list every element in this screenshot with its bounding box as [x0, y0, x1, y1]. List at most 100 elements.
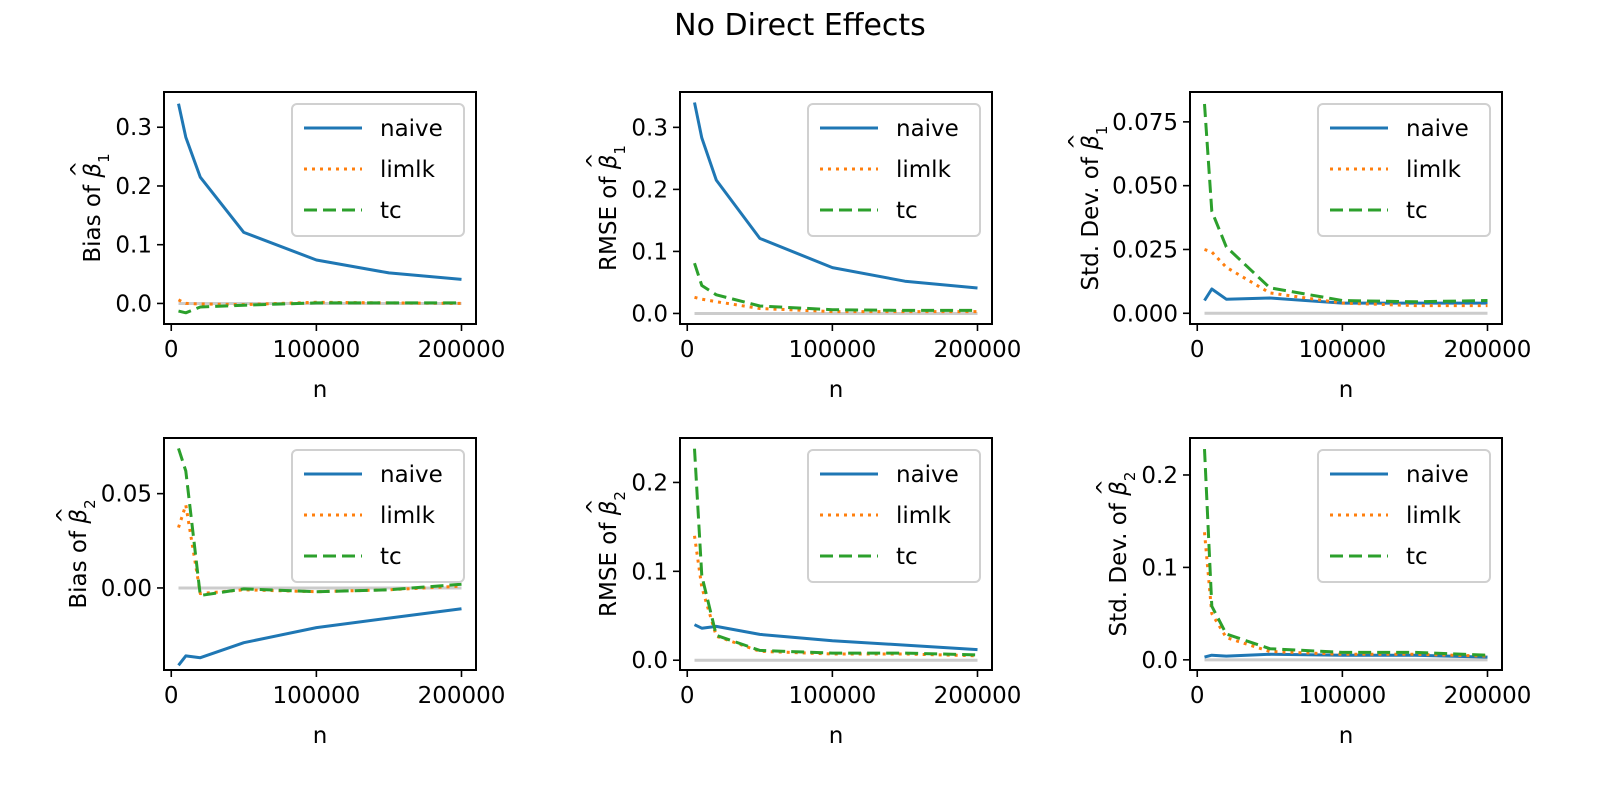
y-tick-label: 0.2 — [631, 177, 668, 203]
legend-box — [807, 449, 981, 583]
legend: naive limlk tc — [291, 103, 465, 237]
series-line-naive — [693, 102, 978, 290]
legend: naive limlk tc — [1317, 103, 1491, 237]
y-tick-label: 0.075 — [1112, 110, 1178, 136]
y-axis-label: Std. Dev. of β2 — [1106, 472, 1139, 637]
x-tick-label: 100000 — [1298, 683, 1386, 709]
y-tick-label: 0.1 — [1141, 555, 1178, 581]
legend-label-limlk: limlk — [896, 503, 952, 529]
y-tick-label: 0.1 — [631, 559, 668, 585]
subplot-4: 0 100000 200000 0.00 0.05 n Bias of β2 naive lim… — [52, 437, 506, 749]
legend-box — [1317, 449, 1491, 583]
series-line-naive — [693, 623, 978, 652]
subplot-3: 0 100000 200000 0.000 0.025 0.050 0.075 n Std. D… — [1064, 91, 1532, 403]
x-axis-label: n — [829, 723, 844, 749]
y-tick-label: 0.00 — [101, 576, 152, 602]
y-label-hat: ^ — [66, 161, 90, 178]
legend-box — [807, 103, 981, 237]
legend-label-tc: tc — [1406, 198, 1428, 224]
series-line-limlk — [1203, 532, 1488, 658]
y-tick-label: 0.050 — [1112, 174, 1178, 200]
y-axis-label: Std. Dev. of β1 — [1078, 126, 1111, 291]
y-tick-label: 0.3 — [631, 115, 668, 141]
y-axis-label: Bias of β1 — [80, 153, 113, 262]
legend-box — [291, 103, 465, 237]
legend-label-naive: naive — [896, 116, 959, 142]
legend-label-naive: naive — [1406, 462, 1469, 488]
legend-label-tc: tc — [380, 544, 402, 570]
legend-label-limlk: limlk — [380, 503, 436, 529]
y-tick-label: 0.025 — [1112, 237, 1178, 263]
y-tick-label: 0.2 — [631, 470, 668, 496]
y-label-hat: ^ — [52, 507, 76, 524]
x-tick-label: 100000 — [1298, 337, 1386, 363]
x-tick-label: 0 — [164, 337, 179, 363]
legend: naive limlk tc — [807, 103, 981, 237]
x-axis-label: n — [1339, 377, 1354, 403]
x-tick-label: 100000 — [272, 683, 360, 709]
legend-label-tc: tc — [1406, 544, 1428, 570]
y-tick-label: 0.05 — [101, 482, 152, 508]
y-tick-label: 0.2 — [115, 174, 152, 200]
y-axis-label: RMSE of β1 — [596, 145, 629, 271]
x-tick-label: 0 — [164, 683, 179, 709]
series-line-limlk — [694, 295, 978, 314]
y-label-hat: ^ — [1064, 133, 1088, 150]
axes-frame — [1189, 437, 1503, 671]
series-line-limlk — [1204, 248, 1488, 308]
series-line-tc — [1203, 103, 1488, 304]
series-line-tc — [178, 301, 462, 315]
subplot-1: 0 100000 200000 0.0 0.1 0.2 0.3 n Bias of β1 naiv… — [66, 91, 506, 403]
legend-label-naive: naive — [1406, 116, 1469, 142]
legend: naive limlk tc — [1317, 449, 1491, 583]
x-tick-label: 200000 — [934, 337, 1022, 363]
series-line-naive — [1204, 652, 1488, 659]
y-tick-label: 0.2 — [1141, 463, 1178, 489]
subplot-6: 0 100000 200000 0.0 0.1 0.2 n Std. Dev. of β2 na… — [1092, 437, 1532, 749]
y-tick-label: 0.1 — [631, 239, 668, 265]
legend: naive limlk tc — [291, 449, 465, 583]
x-tick-label: 200000 — [934, 683, 1022, 709]
series-line-naive — [177, 103, 462, 281]
legend-label-limlk: limlk — [1406, 157, 1462, 183]
y-tick-label: 0.0 — [1141, 648, 1178, 674]
x-tick-label: 200000 — [1444, 683, 1532, 709]
y-label-hat: ^ — [1092, 479, 1116, 496]
series-line-tc — [693, 448, 978, 657]
legend-label-limlk: limlk — [380, 157, 436, 183]
x-axis-label: n — [1339, 723, 1354, 749]
legend-box — [1317, 103, 1491, 237]
x-tick-label: 200000 — [418, 683, 506, 709]
legend-label-tc: tc — [896, 544, 918, 570]
x-tick-label: 0 — [680, 337, 695, 363]
x-tick-label: 100000 — [788, 337, 876, 363]
axes-frame — [1189, 91, 1503, 325]
legend-label-tc: tc — [380, 198, 402, 224]
x-tick-label: 200000 — [418, 337, 506, 363]
figure-title: No Direct Effects — [674, 8, 926, 43]
subplot-5: 0 100000 200000 0.0 0.1 0.2 n RMSE of β2 naive li… — [582, 437, 1022, 749]
legend-label-limlk: limlk — [896, 157, 952, 183]
x-axis-label: n — [313, 377, 328, 403]
y-axis-label: RMSE of β2 — [596, 491, 629, 617]
y-tick-label: 0.3 — [115, 115, 152, 141]
y-tick-label: 0.0 — [115, 291, 152, 317]
y-label-hat: ^ — [582, 499, 606, 516]
legend-box — [291, 449, 465, 583]
series-line-tc — [1203, 449, 1488, 657]
y-label-hat: ^ — [582, 153, 606, 170]
x-tick-label: 0 — [1190, 337, 1205, 363]
series-line-naive — [177, 607, 462, 667]
legend-label-naive: naive — [380, 116, 443, 142]
axes-frame — [679, 91, 993, 325]
x-tick-label: 200000 — [1444, 337, 1532, 363]
y-tick-label: 0.0 — [631, 301, 668, 327]
series-line-tc — [693, 262, 978, 312]
x-axis-label: n — [829, 377, 844, 403]
x-axis-label: n — [313, 723, 328, 749]
y-tick-label: 0.000 — [1112, 301, 1178, 327]
axes-frame — [163, 91, 477, 325]
x-tick-label: 0 — [1190, 683, 1205, 709]
legend: naive limlk tc — [807, 449, 981, 583]
